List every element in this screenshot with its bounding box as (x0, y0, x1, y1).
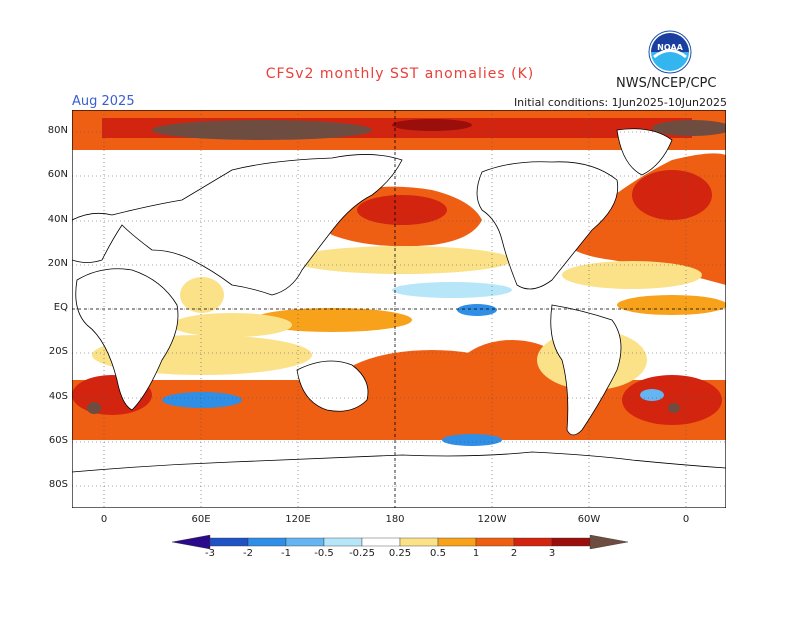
latitude-label: 20S (48, 346, 68, 357)
anomaly-region (357, 195, 447, 225)
anomaly-region (392, 282, 512, 298)
colorbar-label: -3 (205, 548, 215, 559)
landmass-north-america (476, 161, 619, 290)
colorbar-swatch (247, 537, 287, 547)
colorbar-swatch (285, 537, 325, 547)
anomaly-region (632, 170, 712, 220)
landmass-south-america (550, 304, 622, 436)
longitude-label: 180 (385, 514, 405, 525)
colorbar-swatch (399, 537, 439, 547)
latitude-label: 80S (48, 479, 68, 490)
latitude-label: 40S (48, 391, 68, 402)
landmass-australia (296, 360, 369, 412)
longitude-label: 60W (577, 514, 601, 525)
colorbar-label: 3 (548, 548, 556, 559)
colorbar-label: 0.25 (388, 548, 412, 559)
colorbar-swatch (589, 535, 628, 549)
colorbar-label: -0.5 (314, 548, 334, 559)
noaa-logo-icon: NOAA (648, 30, 692, 74)
anomaly-region (622, 375, 722, 425)
anomaly-region (87, 402, 101, 414)
latitude-label: 60S (48, 435, 68, 446)
colorbar-swatch (361, 537, 401, 547)
landmass-africa (75, 268, 179, 411)
colorbar-label: -1 (281, 548, 291, 559)
anomaly-region (442, 434, 502, 446)
anomaly-region (562, 261, 702, 289)
latitude-label: EQ (53, 302, 68, 313)
latitude-label: 60N (47, 169, 68, 180)
colorbar-swatch (513, 537, 553, 547)
anomaly-region (457, 304, 497, 316)
colorbar-swatch (323, 537, 363, 547)
longitude-label: 120E (285, 514, 311, 525)
colorbar-swatch (475, 537, 515, 547)
colorbar-swatch (209, 537, 249, 547)
anomaly-region (172, 313, 292, 337)
colorbar (172, 535, 628, 549)
sst-anomaly-map (72, 110, 726, 508)
anomaly-region (152, 120, 372, 140)
colorbar-label: -2 (243, 548, 253, 559)
longitude-label: 0 (682, 514, 690, 525)
anomaly-region (640, 389, 664, 401)
anomaly-region (392, 119, 472, 131)
landmass-eurasia (72, 154, 403, 296)
latitude-label: 40N (47, 214, 68, 225)
initial-conditions: Initial conditions: 1Jun2025-10Jun2025 (513, 96, 727, 109)
colorbar-label: 1 (472, 548, 480, 559)
anomaly-region (180, 277, 224, 313)
colorbar-label: -0.25 (349, 548, 375, 559)
forecast-month: Aug 2025 (72, 94, 135, 109)
map-title: CFSv2 monthly SST anomalies (K) (265, 66, 535, 82)
colorbar-label: 0.5 (430, 548, 446, 559)
longitude-label: 60E (191, 514, 211, 525)
latitude-label: 80N (47, 125, 68, 136)
anomaly-region (652, 120, 726, 136)
longitude-label: 0 (100, 514, 108, 525)
colorbar-swatch (551, 537, 591, 547)
colorbar-swatch (437, 537, 477, 547)
colorbar-swatch (172, 535, 211, 549)
anomaly-region (668, 403, 680, 413)
anomaly-region (617, 295, 726, 315)
logo-text: NOAA (657, 43, 683, 52)
colorbar-label: 2 (510, 548, 518, 559)
anomaly-region (252, 308, 412, 332)
anomaly-region (162, 392, 242, 408)
anomaly-region (292, 246, 512, 274)
longitude-label: 120W (477, 514, 507, 525)
agency-label: NWS/NCEP/CPC (616, 76, 717, 91)
latitude-label: 20N (47, 258, 68, 269)
landmass-greenland (616, 128, 673, 176)
landmass-antarctica (72, 451, 726, 508)
